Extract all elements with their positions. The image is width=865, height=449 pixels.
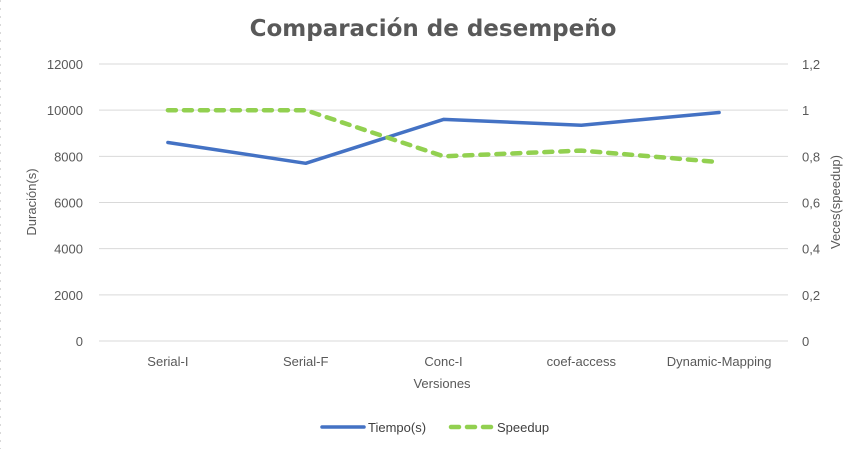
legend-label: Tiempo(s) <box>368 420 426 435</box>
series-line-speedup <box>165 107 722 165</box>
y2-tick-label: 0,6 <box>802 196 820 211</box>
y2-tick-label: 1 <box>802 103 809 118</box>
y-tick-label: 12000 <box>47 57 83 72</box>
y-tick-label: 0 <box>76 334 83 349</box>
y-tick-label: 2000 <box>54 288 83 303</box>
chart-title: Comparación de desempeño <box>250 16 617 42</box>
y2-tick-label: 0,2 <box>802 288 820 303</box>
x-tick-label: Serial-I <box>147 354 188 369</box>
right-axis-ticks: 0 0,2 0,4 0,6 0,8 1 1,2 <box>802 57 820 349</box>
y2-tick-label: 0,4 <box>802 242 820 257</box>
y2-tick-label: 0 <box>802 334 809 349</box>
y-tick-label: 10000 <box>47 103 83 118</box>
y-tick-label: 4000 <box>54 242 83 257</box>
x-tick-label: Dynamic-Mapping <box>667 354 772 369</box>
y-tick-label: 6000 <box>54 196 83 211</box>
left-axis-ticks: 0 2000 4000 6000 8000 10000 12000 <box>47 57 83 349</box>
y-axis-title: Duración(s) <box>24 168 39 235</box>
x-tick-label: Serial-F <box>283 354 329 369</box>
y2-tick-label: 0,8 <box>802 149 820 164</box>
y2-axis-title: Veces(speedup) <box>828 155 843 249</box>
x-tick-label: Conc-I <box>424 354 462 369</box>
x-tick-label: coef-access <box>547 354 617 369</box>
x-axis-title: Versiones <box>413 376 471 391</box>
series-line-tiempo-s <box>166 110 721 166</box>
y-tick-label: 8000 <box>54 149 83 164</box>
series-lines <box>165 107 722 166</box>
legend-label: Speedup <box>497 420 549 435</box>
y2-tick-label: 1,2 <box>802 57 820 72</box>
x-axis-ticks: Serial-I Serial-F Conc-I coef-access Dynamic… <box>147 354 771 369</box>
gridlines <box>99 63 788 342</box>
legend: Tiempo(s) Speedup <box>320 420 549 435</box>
